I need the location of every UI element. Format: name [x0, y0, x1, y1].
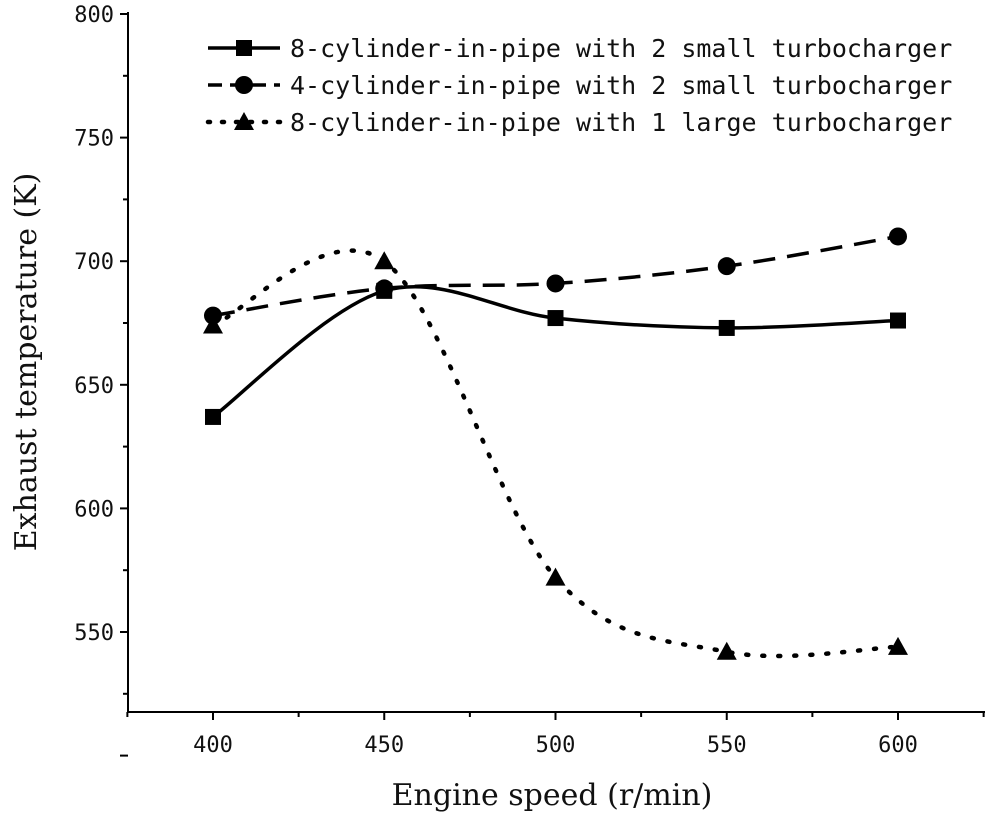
- data-point-triangle: [545, 567, 566, 586]
- x-tick-label: 400: [193, 733, 233, 758]
- x-tick-label: 500: [536, 733, 576, 758]
- data-point-circle: [375, 279, 394, 298]
- series-line-8cyl-1large: [210, 248, 901, 659]
- series-markers: [203, 227, 908, 660]
- series-lines: [210, 234, 901, 659]
- y-tick-label: 550: [74, 621, 114, 646]
- data-point-triangle: [203, 315, 223, 334]
- legend-marker-triangle: [234, 112, 254, 130]
- data-point-square: [718, 319, 735, 336]
- data-point-square: [547, 310, 564, 327]
- y-tick-label: 800: [74, 3, 114, 28]
- x-ticks: 400 450 500 550 600: [126, 712, 985, 758]
- x-tick-label: 550: [707, 733, 747, 758]
- x-tick-label: 600: [878, 733, 918, 758]
- legend-label: 8-cylinder-in-pipe with 1 large turbocha…: [290, 108, 952, 137]
- data-point-triangle: [374, 251, 395, 270]
- legend-label: 4-cylinder-in-pipe with 2 small turbocha…: [290, 71, 952, 100]
- x-axis-title: Engine speed (r/min): [392, 778, 713, 813]
- y-tick-label: 600: [74, 497, 114, 522]
- data-point-circle: [546, 274, 565, 293]
- data-point-square: [205, 408, 221, 425]
- legend-label: 8-cylinder-in-pipe with 2 small turbocha…: [290, 34, 952, 63]
- axes: 550 600 650 700 750 800 400 450 500 550 600: [74, 3, 985, 758]
- data-point-triangle: [888, 636, 908, 655]
- y-tick-label: 750: [74, 127, 114, 152]
- y-tick-label: 700: [74, 250, 114, 275]
- legend-marker-circle: [235, 76, 253, 94]
- y-axis-title: Exhaust temperature (K): [9, 173, 44, 552]
- legend: 8-cylinder-in-pipe with 2 small turbocha…: [205, 34, 952, 137]
- data-point-triangle: [716, 641, 737, 660]
- data-point-square: [890, 312, 906, 329]
- data-point-circle: [717, 257, 736, 276]
- series-line-8cyl-2small: [211, 285, 899, 419]
- y-ticks: 550 600 650 700 750 800: [74, 3, 128, 757]
- y-tick-label: 650: [74, 374, 114, 399]
- legend-marker-square: [236, 40, 252, 56]
- x-tick-label: 450: [364, 733, 404, 758]
- data-point-circle: [889, 227, 907, 246]
